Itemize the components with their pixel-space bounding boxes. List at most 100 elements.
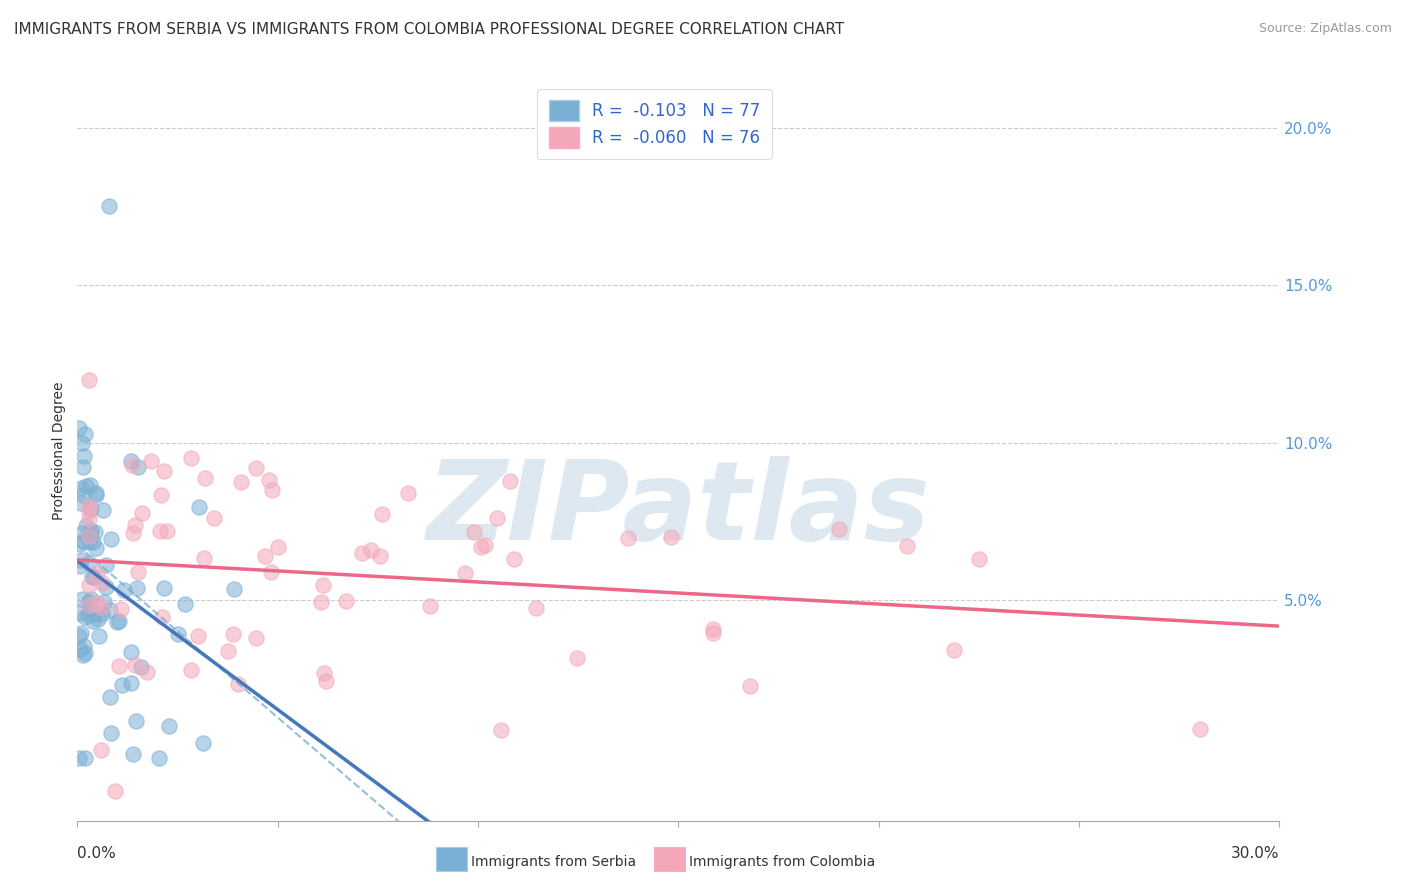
Point bbox=[202, 511, 225, 525]
Point bbox=[84, 488, 107, 502]
Point bbox=[245, 631, 267, 645]
Point bbox=[896, 539, 918, 553]
Point bbox=[419, 599, 441, 614]
Point bbox=[121, 747, 143, 762]
Point bbox=[368, 549, 391, 564]
Point bbox=[75, 479, 97, 493]
Point bbox=[616, 531, 638, 545]
Point bbox=[121, 458, 143, 472]
Point bbox=[83, 570, 105, 584]
Point bbox=[702, 625, 724, 640]
Point bbox=[73, 449, 96, 463]
Point bbox=[80, 592, 103, 607]
Point bbox=[80, 524, 103, 539]
Point bbox=[72, 525, 94, 540]
Point bbox=[315, 674, 337, 689]
Point bbox=[86, 566, 108, 580]
Point bbox=[79, 528, 101, 542]
Point bbox=[79, 601, 101, 615]
Point bbox=[79, 499, 101, 513]
Point bbox=[173, 598, 195, 612]
Point bbox=[124, 518, 146, 533]
Point bbox=[70, 481, 93, 495]
Point bbox=[828, 522, 851, 536]
Point bbox=[84, 607, 107, 622]
Point bbox=[454, 566, 477, 581]
Point bbox=[125, 714, 148, 729]
Point bbox=[70, 625, 93, 640]
Point bbox=[79, 504, 101, 518]
Point bbox=[80, 570, 103, 584]
Point bbox=[231, 475, 253, 489]
Point bbox=[79, 556, 101, 570]
Point bbox=[350, 546, 373, 560]
Point bbox=[73, 750, 96, 764]
Point bbox=[267, 540, 290, 554]
Point bbox=[72, 459, 94, 474]
Text: Immigrants from Serbia: Immigrants from Serbia bbox=[471, 855, 636, 869]
Point bbox=[70, 496, 93, 510]
Point bbox=[89, 629, 111, 643]
Point bbox=[127, 459, 149, 474]
Point bbox=[149, 488, 172, 502]
Point bbox=[93, 595, 115, 609]
Point bbox=[90, 575, 112, 590]
Point bbox=[124, 658, 146, 673]
Point bbox=[86, 596, 108, 610]
Point bbox=[79, 529, 101, 543]
Point bbox=[98, 603, 121, 617]
Point bbox=[104, 784, 127, 798]
Point bbox=[110, 678, 132, 692]
Point bbox=[108, 614, 131, 628]
Text: ZIPatlas: ZIPatlas bbox=[426, 456, 931, 563]
Point bbox=[100, 533, 122, 547]
Point bbox=[187, 500, 209, 514]
Point bbox=[120, 676, 142, 690]
Point bbox=[194, 471, 217, 485]
Point bbox=[84, 486, 107, 500]
Point bbox=[156, 524, 179, 538]
Point bbox=[260, 483, 283, 497]
Point bbox=[94, 580, 117, 594]
Point bbox=[82, 534, 104, 549]
Point bbox=[93, 503, 115, 517]
Text: 30.0%: 30.0% bbox=[1232, 846, 1279, 861]
Legend: R =  -0.103   N = 77, R =  -0.060   N = 76: R = -0.103 N = 77, R = -0.060 N = 76 bbox=[537, 88, 772, 160]
Point bbox=[474, 539, 496, 553]
Point bbox=[153, 581, 176, 595]
Point bbox=[360, 542, 382, 557]
Point bbox=[84, 541, 107, 556]
Text: Immigrants from Colombia: Immigrants from Colombia bbox=[689, 855, 875, 869]
Point bbox=[489, 723, 512, 737]
Point bbox=[79, 373, 101, 387]
Point bbox=[139, 454, 162, 468]
Point bbox=[67, 750, 90, 764]
Point bbox=[565, 650, 588, 665]
Point bbox=[84, 524, 107, 539]
Point bbox=[77, 608, 100, 623]
Point bbox=[77, 595, 100, 609]
Point bbox=[75, 646, 97, 660]
Point bbox=[67, 421, 90, 435]
Point bbox=[69, 641, 91, 656]
Point bbox=[659, 530, 682, 544]
Point bbox=[312, 665, 335, 680]
Point bbox=[259, 565, 281, 579]
Text: IMMIGRANTS FROM SERBIA VS IMMIGRANTS FROM COLOMBIA PROFESSIONAL DEGREE CORRELATI: IMMIGRANTS FROM SERBIA VS IMMIGRANTS FRO… bbox=[14, 22, 845, 37]
Y-axis label: Professional Degree: Professional Degree bbox=[52, 381, 66, 520]
Point bbox=[486, 511, 509, 525]
Point bbox=[371, 507, 394, 521]
Point bbox=[70, 436, 93, 450]
Point bbox=[112, 583, 135, 598]
Point bbox=[153, 464, 176, 478]
Point bbox=[245, 460, 267, 475]
Point bbox=[75, 519, 97, 533]
Point bbox=[187, 629, 209, 643]
Point bbox=[180, 451, 202, 466]
Point bbox=[72, 534, 94, 549]
Point bbox=[79, 598, 101, 612]
Point bbox=[75, 610, 97, 624]
Point bbox=[69, 559, 91, 574]
Point bbox=[91, 607, 114, 621]
Point bbox=[463, 525, 485, 540]
